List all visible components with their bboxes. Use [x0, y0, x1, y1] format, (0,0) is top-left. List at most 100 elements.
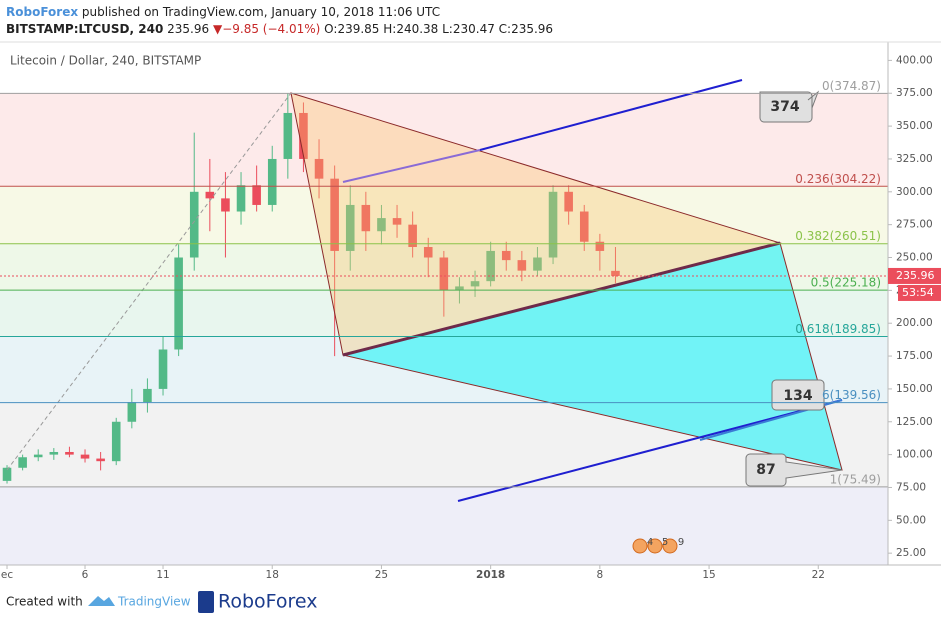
candle-body	[174, 257, 183, 350]
y-tick-label: 350.00	[896, 120, 933, 132]
candle-body	[252, 185, 261, 205]
fib-lines: 0(374.87) 0.236(304.22) 0.382(260.51) 0.5(2…	[0, 79, 888, 488]
fib-label: 0.5(225.18)	[811, 276, 881, 290]
arrow: ▼	[213, 22, 223, 36]
candle-body	[189, 191, 199, 258]
candle-body	[392, 218, 402, 225]
channel-line	[342, 149, 481, 183]
footer-tv: TradingView	[117, 595, 191, 609]
candles	[2, 93, 620, 484]
candle-body	[455, 286, 464, 291]
y-tick-label: 175.00	[896, 350, 933, 362]
candle-body	[579, 211, 589, 242]
last-price-label: 235.96	[896, 269, 935, 282]
candle-body	[564, 191, 573, 212]
footer-created: Created with	[6, 595, 83, 609]
y-tick-label: 325.00	[896, 153, 933, 165]
axes: 25.00 50.00 75.00 100.00 125.00 150.00 175.00 2…	[1, 54, 941, 581]
fib-zone	[0, 486, 888, 565]
event-icon	[662, 538, 678, 554]
fib-label: 6(139.56)	[822, 388, 881, 402]
header: BITSTAMP:LTCUSD, 240 235.96 ▼−9.85 (−4.0…	[6, 22, 553, 36]
event-icon	[647, 538, 663, 554]
fib-label: 1(75.49)	[830, 472, 881, 486]
event-count: 5	[662, 537, 668, 548]
x-tick-label: 11	[156, 569, 169, 581]
header: RoboForex published on TradingView.com, …	[6, 5, 440, 19]
event-icon	[632, 538, 648, 554]
footer-bg	[0, 582, 941, 619]
fib-label: 0.618(189.85)	[795, 322, 881, 336]
tv-logo	[88, 596, 115, 606]
candle-body	[345, 204, 355, 251]
x-tick-label: 8	[597, 569, 604, 581]
published: published on TradingView.com, January 10…	[82, 5, 440, 19]
candle-body	[533, 257, 542, 271]
event-count: 9	[678, 537, 684, 548]
candle-body	[377, 218, 386, 232]
y-tick-label: 125.00	[896, 416, 933, 428]
candle-body	[611, 270, 620, 276]
fib-label: 0.236(304.22)	[795, 172, 881, 186]
candle-body	[595, 241, 605, 251]
candle-body	[517, 260, 527, 271]
drawings: 374 134 87	[6, 79, 843, 502]
y-tick-label: 75.00	[896, 481, 926, 493]
candle-body	[470, 281, 480, 287]
candle-body	[33, 454, 43, 458]
y-tick-label: 200.00	[896, 317, 933, 329]
fib-zone	[0, 186, 888, 244]
ohlc: O:239.85 H:240.38 L:230.47 C:235.96	[324, 22, 553, 36]
y-tick-label: 50.00	[896, 514, 926, 526]
candle-body	[96, 458, 105, 462]
candle-body	[439, 257, 449, 291]
y-tick-label: 400.00	[896, 54, 933, 66]
candle-body	[283, 112, 293, 159]
candle-body	[205, 191, 215, 199]
candle-body	[299, 112, 308, 159]
countdown-box	[898, 284, 941, 301]
candle-body	[548, 191, 558, 258]
channel-line	[457, 399, 843, 502]
y-tick-label: 100.00	[896, 449, 933, 461]
symbol: BITSTAMP:LTCUSD, 240	[6, 22, 163, 36]
y-tick-label: 25.00	[896, 547, 926, 559]
rf-logo	[198, 591, 214, 613]
candle-body	[158, 349, 168, 389]
callout	[745, 453, 843, 487]
candle-body	[111, 421, 121, 462]
price-axis	[888, 42, 941, 565]
countdown-label: 53:54	[902, 286, 934, 299]
candle-body	[236, 185, 246, 212]
y-tick-label: 375.00	[896, 87, 933, 99]
candle-body	[267, 158, 277, 205]
event-count: 4	[647, 537, 653, 548]
x-tick-label: 6	[82, 569, 89, 581]
channel-line	[479, 79, 743, 151]
callout-text: 87	[756, 462, 775, 478]
x-tick-label: 22	[812, 569, 825, 581]
candle-body	[486, 250, 495, 282]
last-price-box	[888, 267, 941, 284]
x-tick-label: 18	[266, 569, 279, 581]
callout-text: 134	[783, 388, 812, 404]
candle-body	[408, 224, 417, 247]
candle-body	[314, 158, 324, 179]
y-tick-label: 250.00	[896, 252, 933, 264]
chart-title: Litecoin / Dollar, 240, BITSTAMP	[10, 54, 201, 68]
y-tick-label: 275.00	[896, 219, 933, 231]
change: −9.85 (−4.01%)	[222, 22, 320, 36]
x-tick-label: ec	[1, 569, 13, 581]
candle-body	[221, 198, 230, 212]
candle-body	[361, 204, 371, 232]
trend-dashed	[6, 92, 292, 471]
y-tick-label: 300.00	[896, 186, 933, 198]
candle-body	[2, 467, 12, 481]
brand: RoboForex	[6, 5, 78, 19]
x-tick-label: 15	[702, 569, 715, 581]
last: 235.96	[167, 22, 209, 36]
x-tick-label: 2018	[476, 569, 505, 581]
fib-label: 0(374.87)	[822, 79, 881, 93]
